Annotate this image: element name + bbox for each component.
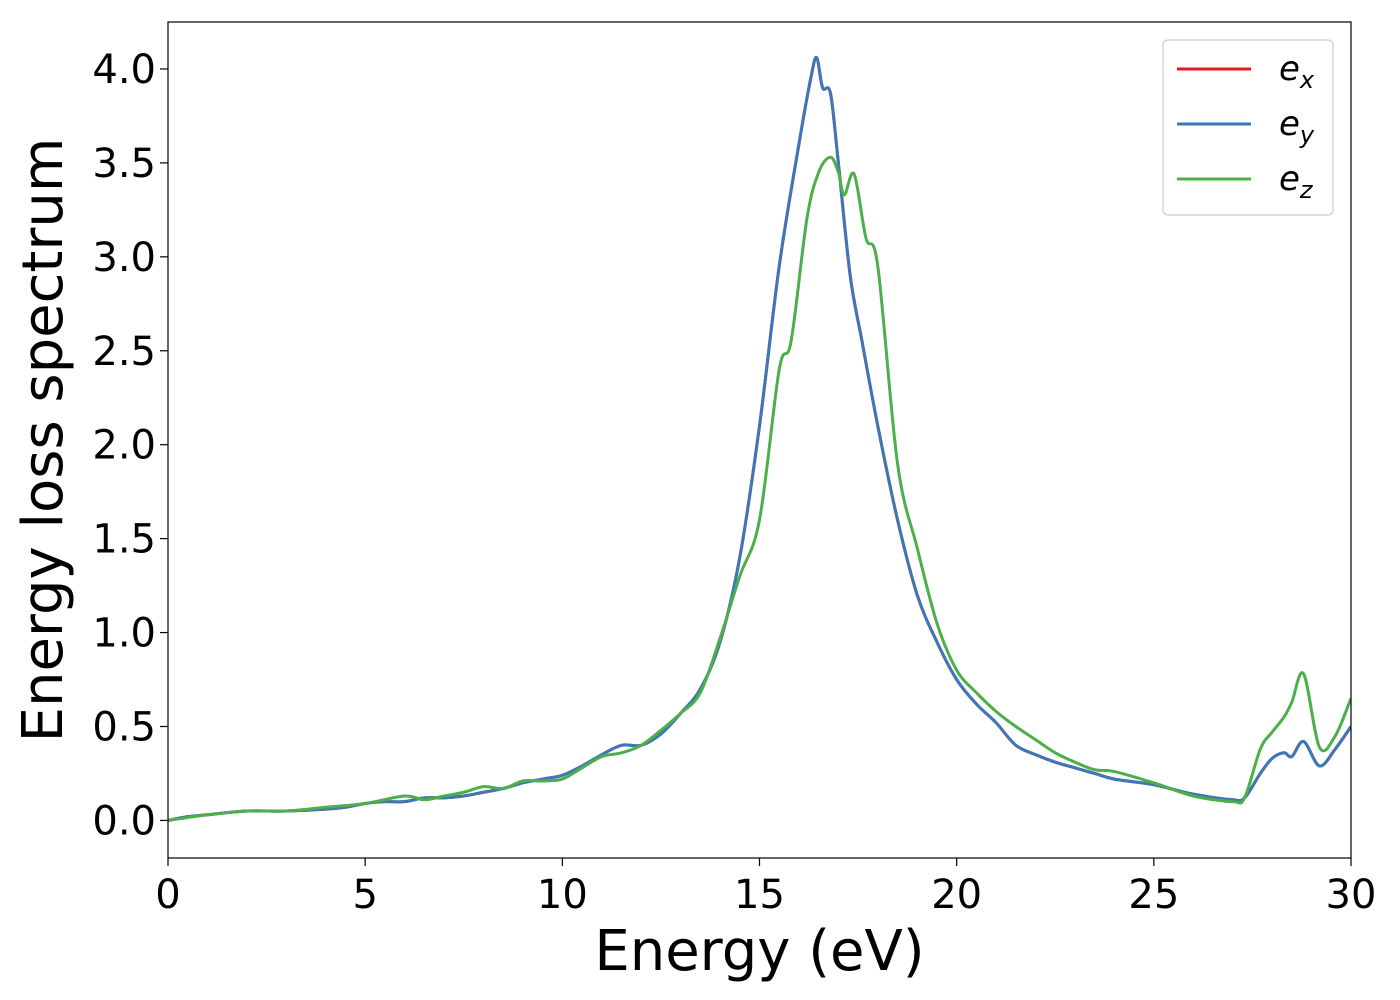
legend-box (1162, 39, 1334, 216)
x-tick-label: 10 (537, 872, 588, 918)
y-tick-label: 0.0 (92, 798, 156, 844)
x-tick-label: 30 (1326, 872, 1377, 918)
x-tick-label: 0 (155, 872, 180, 918)
y-axis: 0.0 0.5 1.0 1.5 2.0 2.5 3.0 3.5 4.0 (92, 47, 168, 844)
y-tick-label: 0.5 (92, 704, 156, 750)
y-tick-label: 3.5 (92, 141, 156, 187)
y-tick-label: 2.0 (92, 423, 156, 469)
y-tick-label: 1.5 (92, 517, 156, 563)
y-axis-label: Energy loss spectrum (11, 138, 76, 743)
y-tick-label: 1.0 (92, 611, 156, 657)
y-tick-label: 3.0 (92, 235, 156, 281)
series-layer (168, 56, 1351, 822)
legend-label-x: ex (1279, 49, 1315, 94)
y-tick-label: 2.5 (92, 329, 156, 375)
series-line-z (168, 155, 1351, 822)
x-tick-label: 15 (734, 872, 785, 918)
y-tick-label: 4.0 (92, 47, 156, 93)
legend-label-y: ey (1279, 104, 1315, 149)
legend-label-z: ez (1279, 159, 1314, 204)
x-tick-label: 5 (352, 872, 377, 918)
legend: ex ey ez (1162, 39, 1334, 216)
x-tick-label: 25 (1128, 872, 1179, 918)
x-tick-label: 20 (931, 872, 982, 918)
x-axis: 0 5 10 15 20 25 30 (155, 858, 1376, 918)
x-axis-label: Energy (eV) (594, 919, 924, 984)
